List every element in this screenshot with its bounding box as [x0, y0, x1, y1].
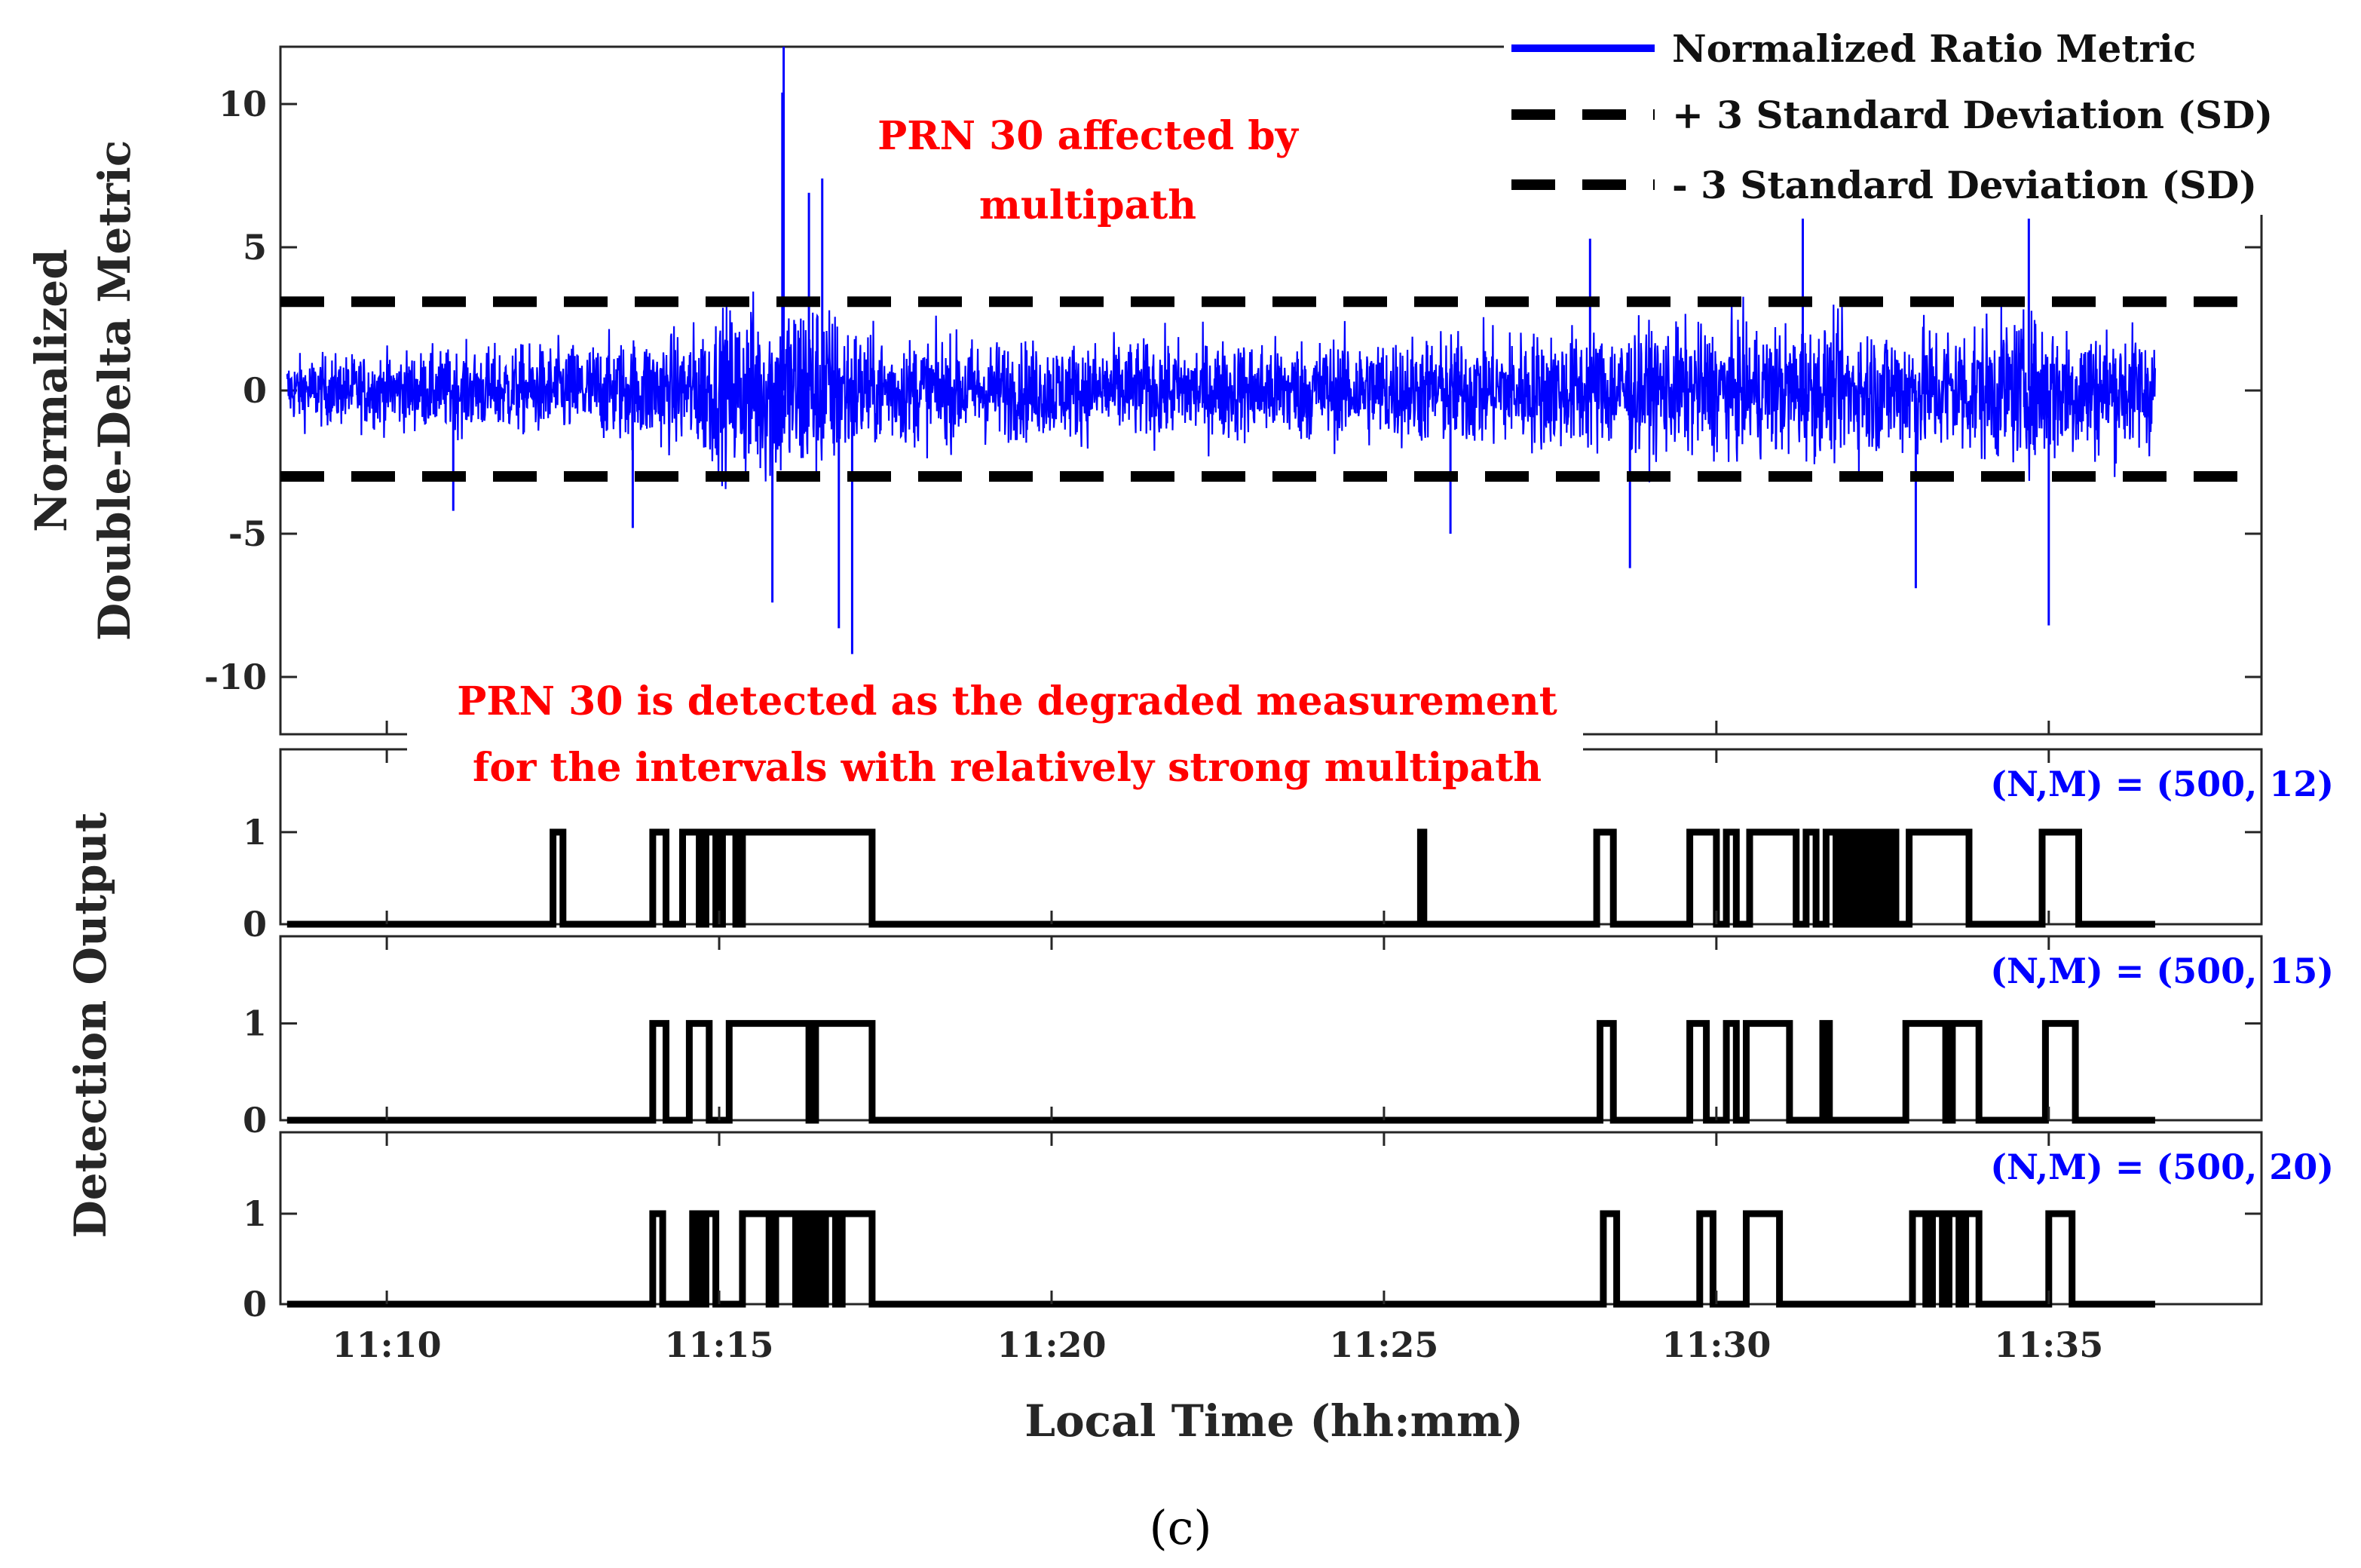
x-tick-label: 11:35	[1994, 1325, 2103, 1365]
detection-output-line	[286, 1210, 2155, 1308]
detection-ytick-label: 1	[243, 1193, 267, 1234]
legend-entry-minus-sd: - 3 Standard Deviation (SD)	[1672, 163, 2257, 207]
detection-ytick-label: 1	[243, 1003, 267, 1044]
detection-panel-label: (N,M) = (500, 12)	[1990, 764, 2334, 804]
legend-entry-ratio: Normalized Ratio Metric	[1672, 26, 2196, 71]
detection-panel: 1 0 (N,M) = (500, 15)	[243, 935, 2334, 1141]
top-ytick-label: -5	[228, 513, 267, 554]
top-ytick-label: 0	[243, 370, 267, 411]
x-tick-label: 11:25	[1329, 1325, 1438, 1365]
x-tick-label: 11:10	[332, 1325, 442, 1365]
x-tick-label: 11:30	[1661, 1325, 1771, 1365]
detection-ytick-label: 0	[243, 1284, 267, 1325]
top-ylabel-line-1: Normalized	[26, 249, 77, 532]
annotation-multipath-line-1: PRN 30 affected by	[877, 113, 1299, 159]
top-ytick-label: 10	[219, 84, 267, 124]
x-axis-label: Local Time (hh:mm)	[1024, 1395, 1523, 1447]
detection-ytick-label: 0	[243, 904, 267, 945]
x-tick-label: 11:20	[997, 1325, 1106, 1365]
detection-output-line	[286, 828, 2155, 928]
annotation-multipath-line-2: multipath	[979, 182, 1196, 228]
x-axis-ticks: 11:10 11:15 11:20 11:25 11:30 11:35	[332, 1325, 2104, 1365]
top-ytick-label: 5	[243, 227, 267, 268]
metric-panel: 10 5 0 -5 -10 Normalized Ratio Metric + 3 St…	[26, 15, 2333, 736]
annotation-detected-line-2: for the intervals with relatively strong…	[473, 745, 1542, 791]
detection-ytick-label: 1	[243, 812, 267, 853]
detection-panels: 1 0 (N,M) = (500, 12) 1 0 (N,M) = (500, 15) 1 0…	[243, 748, 2334, 1325]
detection-panel-frame	[279, 935, 2263, 1122]
top-ytick-label: -10	[204, 657, 267, 697]
legend-entry-plus-sd: + 3 Standard Deviation (SD)	[1672, 93, 2273, 137]
x-tick-label: 11:15	[665, 1325, 774, 1365]
top-ylabel-line-2: Double-Delta Metric	[89, 140, 140, 641]
detection-panel: 1 0 (N,M) = (500, 20)	[243, 1131, 2334, 1325]
detection-ytick-label: 0	[243, 1100, 267, 1141]
annotation-detected-line-1: PRN 30 is detected as the degraded measu…	[457, 678, 1557, 724]
detection-panel-label: (N,M) = (500, 15)	[1990, 951, 2334, 991]
detection-ylabel: Detection Output	[65, 812, 116, 1238]
normalized-ratio-metric-line	[286, 291, 2156, 489]
detection-panel-label: (N,M) = (500, 20)	[1990, 1147, 2334, 1187]
annotation-detected-bg	[407, 671, 1583, 803]
figure-caption: (c)	[1149, 1500, 1211, 1555]
